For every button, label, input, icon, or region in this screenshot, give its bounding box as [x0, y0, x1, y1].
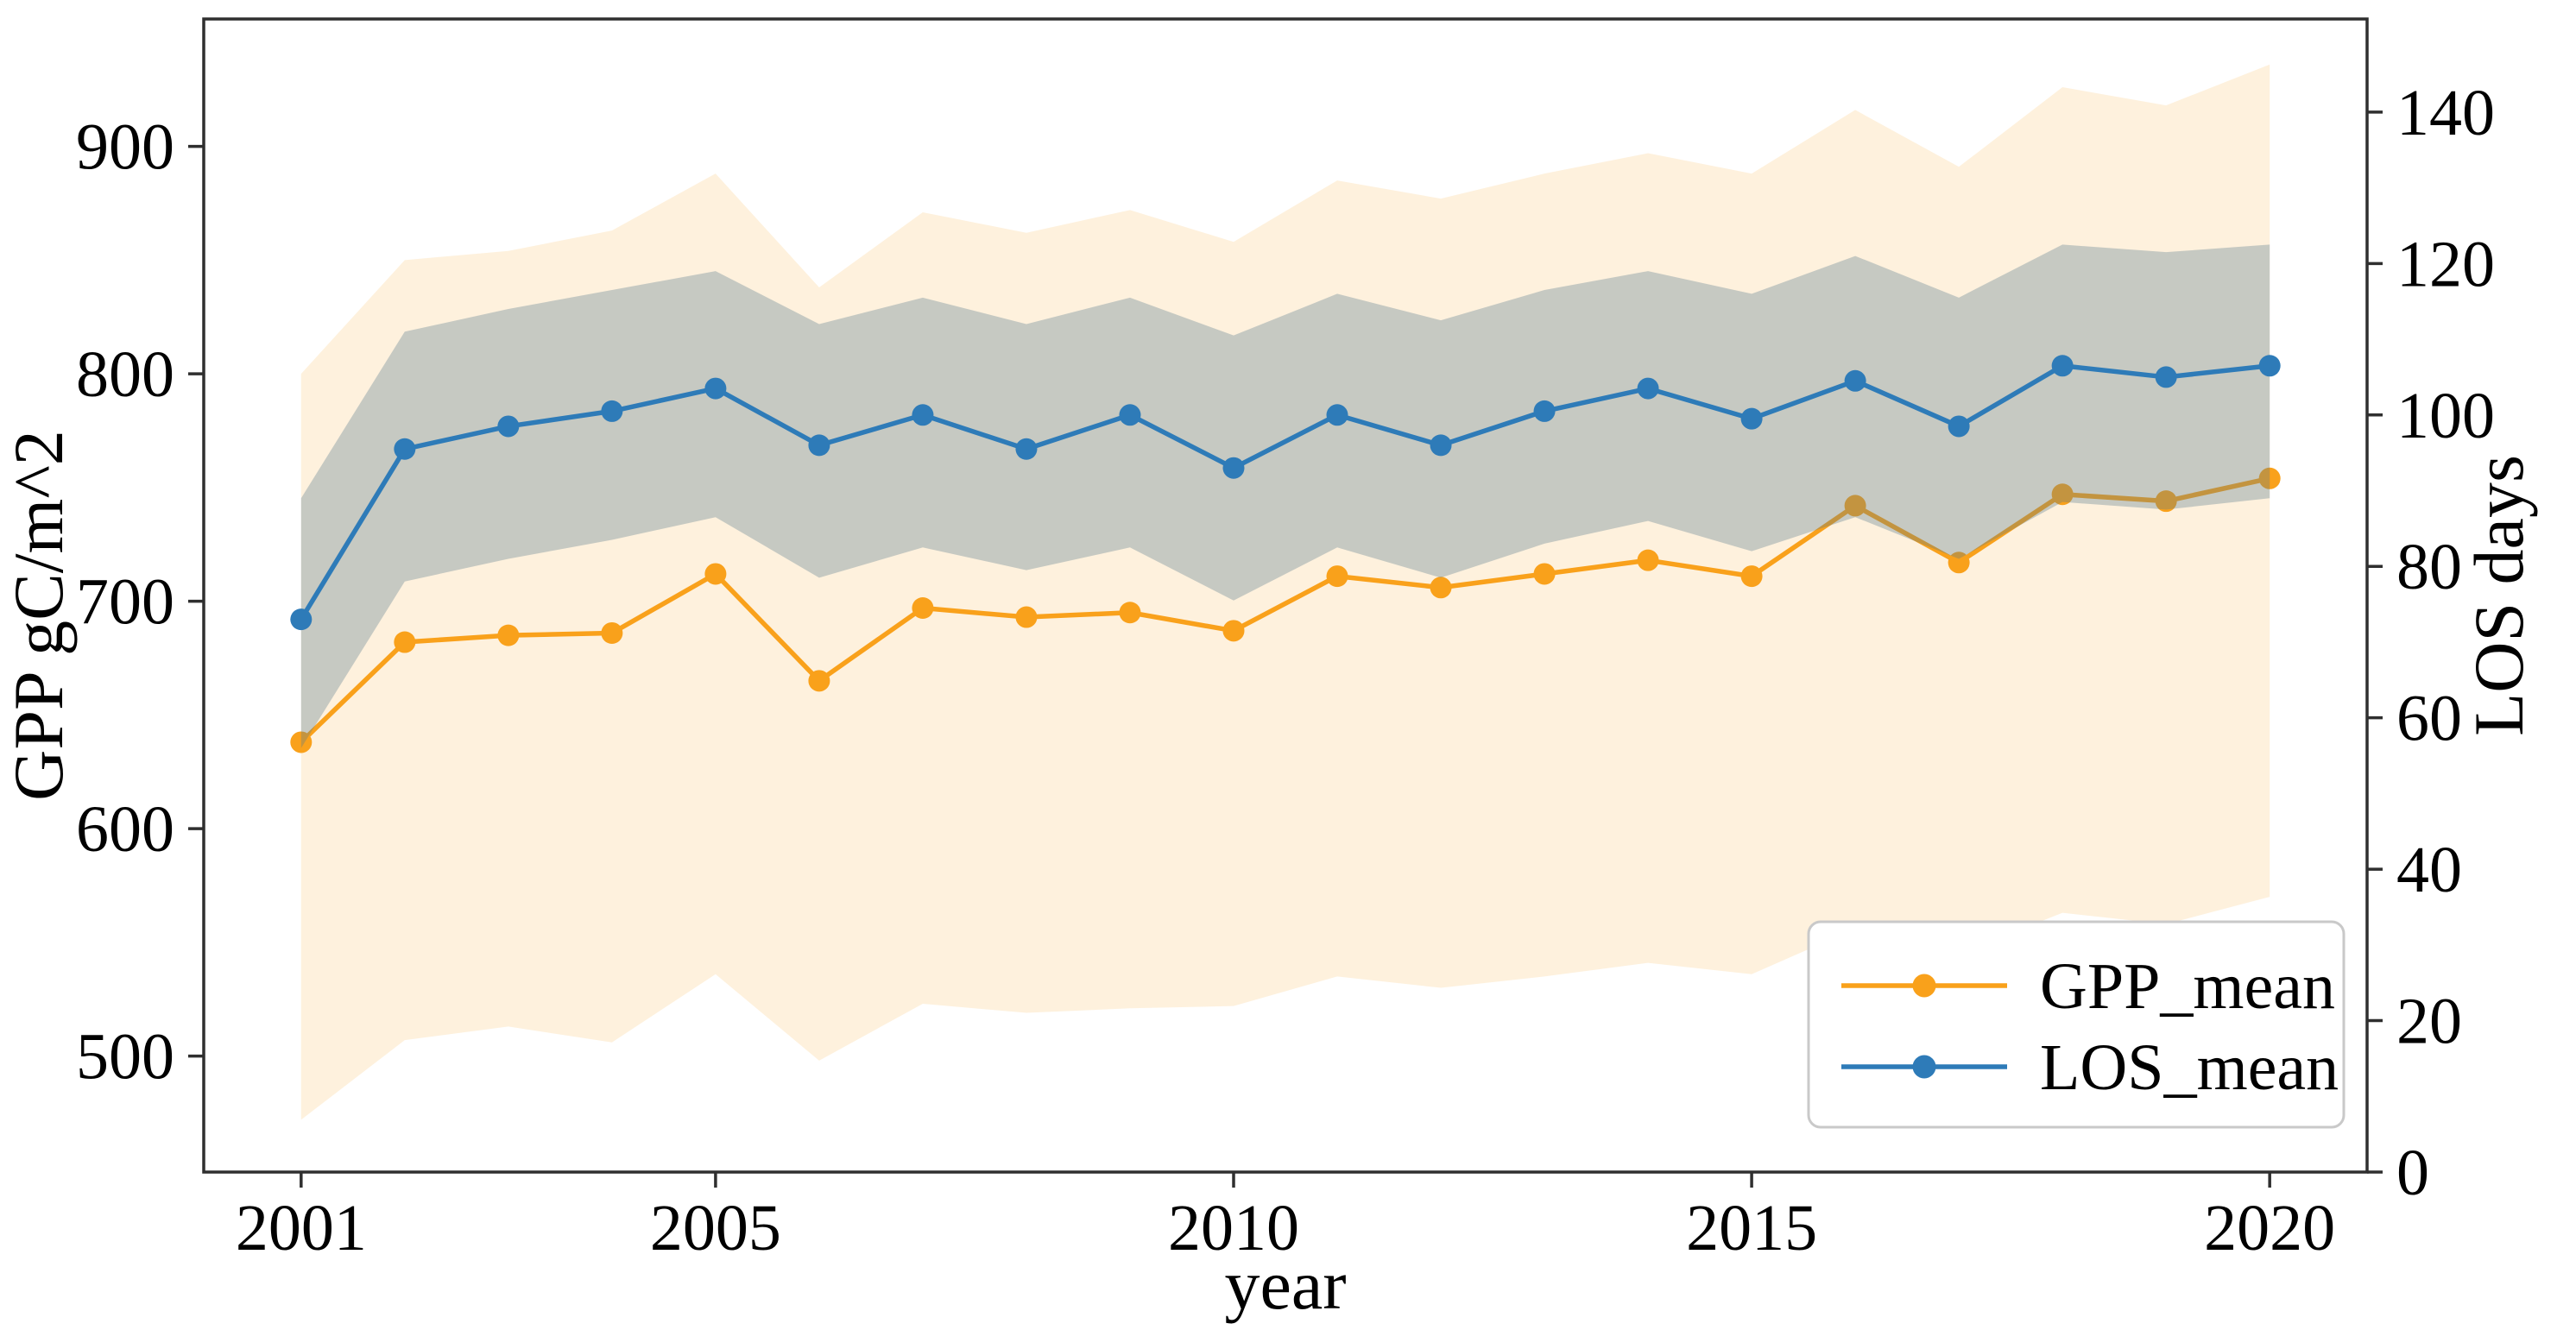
gpp-series: [290, 467, 2281, 753]
left-y-tick-label: 900: [76, 111, 174, 184]
plot-frame: [202, 17, 2369, 1174]
axis-tick-labels: 2001 2005 2010 2015 2020 500 600 700 800 900 0 20 40…: [76, 77, 2495, 1264]
los-marker: [2155, 366, 2177, 388]
los-marker: [1015, 438, 1038, 460]
gpp-marker: [2051, 483, 2074, 506]
x-tick-label: 2005: [650, 1192, 781, 1264]
axis-ticks: [188, 110, 2383, 1188]
left-y-tick-label: 500: [76, 1021, 174, 1094]
x-tick-label: 2010: [1168, 1192, 1299, 1264]
gpp-marker: [394, 631, 416, 653]
gpp-marker: [601, 621, 623, 644]
right-y-tick-label: 120: [2396, 228, 2495, 300]
left-y-tick-label: 800: [76, 338, 174, 411]
los-marker: [1222, 457, 1245, 479]
los-marker: [912, 404, 934, 426]
right-y-axis-title: LOS days: [2459, 455, 2538, 736]
right-y-tick-label: 0: [2396, 1137, 2429, 1209]
right-y-tick-label: 80: [2396, 531, 2462, 603]
los-marker: [808, 434, 830, 457]
gpp-marker: [1430, 577, 1452, 599]
los-marker: [1740, 407, 1763, 430]
los-series: [290, 355, 2281, 631]
gpp-marker: [1326, 565, 1348, 588]
gpp-marker: [1844, 495, 1866, 517]
los-marker: [497, 415, 520, 438]
gpp-marker: [1637, 549, 1659, 571]
legend: GPP_mean LOS_mean: [1807, 920, 2346, 1129]
los-marker: [394, 438, 416, 460]
x-tick-label: 2015: [1686, 1192, 1817, 1264]
gpp-marker: [497, 624, 520, 646]
gpp-marker: [1533, 563, 1556, 585]
los-line: [299, 363, 2272, 622]
los-marker: [1844, 369, 1866, 392]
gpp-marker: [1015, 606, 1038, 628]
gpp-marker: [1119, 602, 1141, 624]
gpp-marker: [2258, 467, 2281, 489]
legend-swatch-marker-gpp: [1912, 974, 1936, 998]
legend-label-los: LOS_mean: [2040, 1031, 2339, 1104]
los-marker: [2258, 355, 2281, 377]
left-y-axis-title: GPP gC/m^2: [0, 430, 78, 801]
gpp-marker: [290, 731, 313, 753]
left-y-tick-label: 600: [76, 793, 174, 866]
gpp-marker: [912, 596, 934, 619]
los-marker: [601, 400, 623, 422]
gpp-marker: [1222, 620, 1245, 642]
los-marker: [1326, 404, 1348, 426]
gpp-line: [299, 476, 2272, 745]
los-band: [300, 244, 2270, 748]
right-y-tick-label: 100: [2396, 380, 2495, 452]
x-axis-title: year: [1224, 1245, 1346, 1324]
right-y-tick-label: 40: [2396, 834, 2462, 906]
right-y-tick-label: 60: [2396, 683, 2462, 755]
right-y-tick-label: 20: [2396, 986, 2462, 1058]
los-marker: [2051, 355, 2074, 377]
los-marker: [1430, 434, 1452, 457]
legend-entry-los: LOS_mean: [1841, 1031, 2339, 1104]
left-y-tick-label: 700: [76, 566, 174, 639]
legend-entry-gpp: GPP_mean: [1841, 950, 2335, 1023]
los-marker: [1119, 404, 1141, 426]
x-tick-label: 2001: [236, 1192, 367, 1264]
los-marker: [704, 377, 727, 400]
gpp-marker: [1740, 565, 1763, 588]
gpp-marker: [1948, 552, 1970, 574]
los-marker: [1948, 415, 1970, 438]
los-marker: [290, 608, 313, 631]
gpp-marker: [2155, 490, 2177, 513]
gpp-marker: [808, 670, 830, 692]
legend-swatch-marker-los: [1912, 1055, 1936, 1079]
gpp-band: [300, 64, 2270, 1120]
legend-label-gpp: GPP_mean: [2040, 950, 2335, 1023]
confidence-bands: [290, 64, 2281, 1120]
los-marker: [1637, 377, 1659, 400]
legend-box: [1807, 920, 2346, 1129]
los-marker: [1533, 400, 1556, 422]
gpp-marker: [704, 563, 727, 585]
x-tick-label: 2020: [2204, 1192, 2335, 1264]
right-y-tick-label: 140: [2396, 77, 2495, 149]
